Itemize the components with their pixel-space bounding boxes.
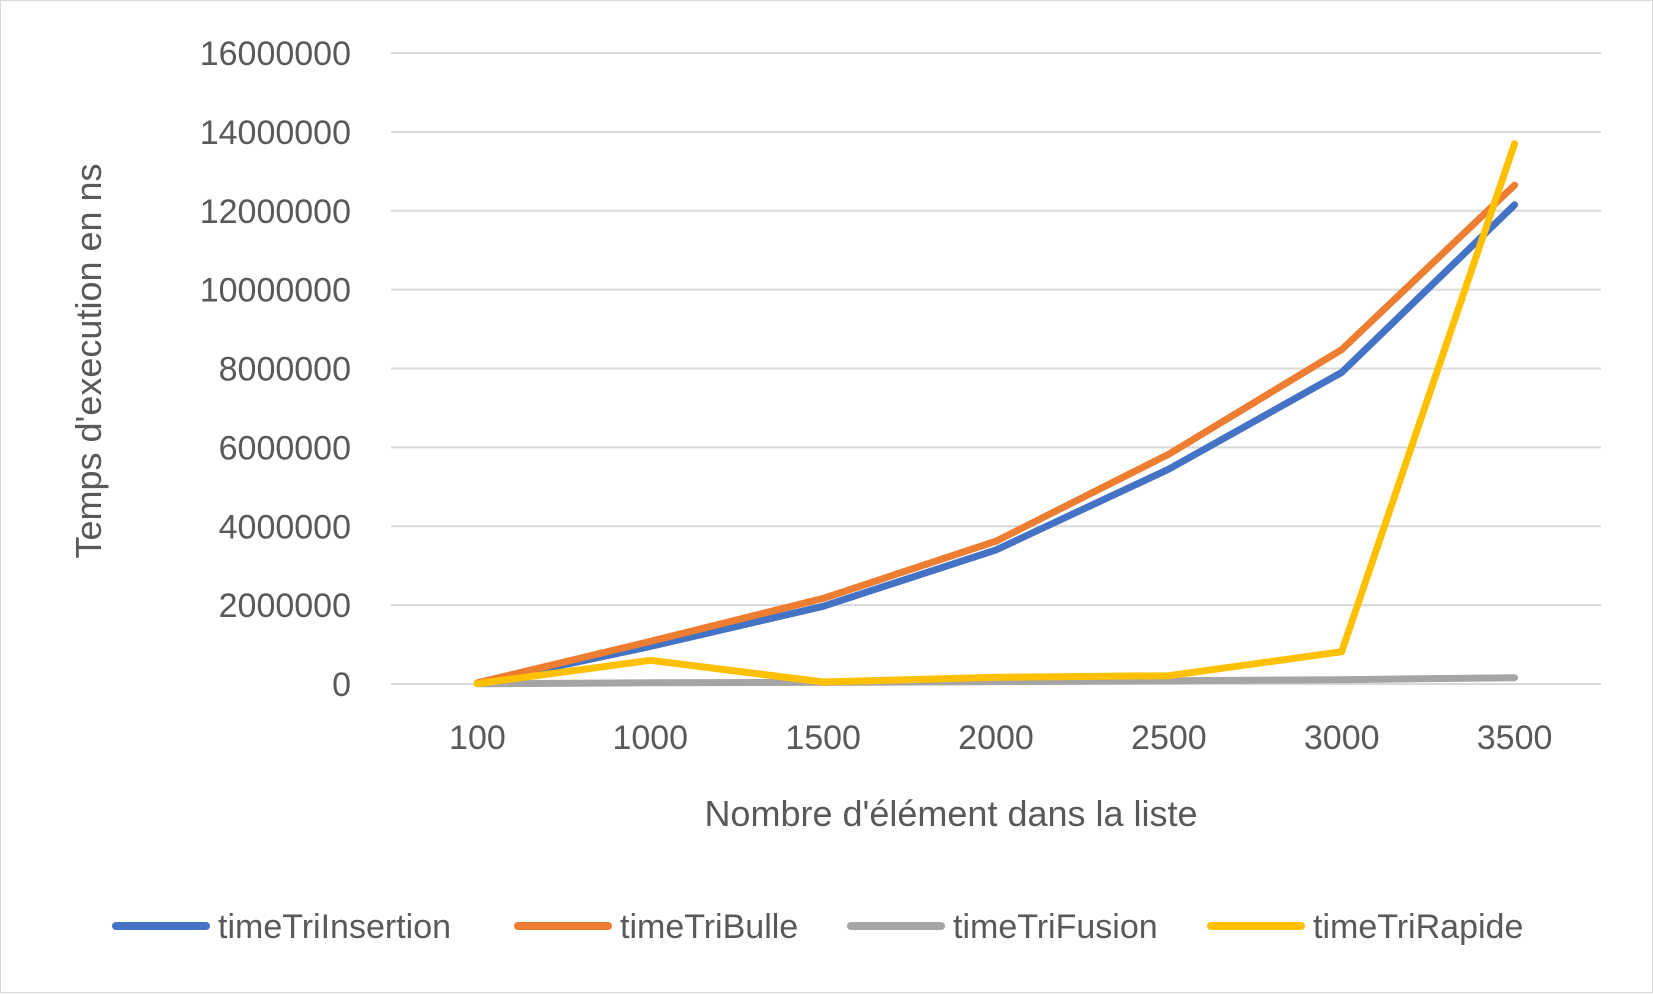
y-tick-label: 2000000 xyxy=(219,587,351,625)
y-tick-label: 14000000 xyxy=(200,114,351,152)
y-axis-title: Temps d'execution en ns xyxy=(68,163,109,558)
y-tick-label: 8000000 xyxy=(219,351,351,389)
legend-item-timeTriFusion: timeTriFusion xyxy=(847,908,1158,946)
x-tick-label: 100 xyxy=(449,719,506,757)
y-axis-ticks: 0 2000000 4000000 6000000 8000000 10000000 120… xyxy=(200,35,351,704)
legend-label: timeTriInsertion xyxy=(218,908,451,946)
series-line-timeTriBulle xyxy=(473,181,1519,687)
series-line-timeTriInsertion xyxy=(473,201,1519,687)
y-tick-label: 12000000 xyxy=(200,193,351,231)
x-tick-label: 1000 xyxy=(612,719,688,757)
legend: timeTriInsertion timeTriBulle timeTriFusio… xyxy=(112,908,1523,946)
y-tick-label: 10000000 xyxy=(200,272,351,310)
y-tick-label: 4000000 xyxy=(219,508,351,546)
y-tick-label: 0 xyxy=(332,666,351,704)
legend-item-timeTriRapide: timeTriRapide xyxy=(1207,908,1523,946)
y-tick-label: 6000000 xyxy=(219,429,351,467)
x-axis-ticks: 100 1000 1500 2000 2500 3000 3500 xyxy=(449,719,1552,757)
x-tick-label: 3500 xyxy=(1477,719,1553,757)
gridlines xyxy=(391,52,1601,685)
series-line-timeTriRapide xyxy=(473,140,1519,688)
legend-label: timeTriRapide xyxy=(1313,908,1523,946)
x-tick-label: 2000 xyxy=(958,719,1034,757)
series-line-timeTriFusion xyxy=(473,674,1519,688)
legend-label: timeTriBulle xyxy=(620,908,798,946)
x-axis-title: Nombre d'élément dans la liste xyxy=(704,793,1197,834)
legend-item-timeTriBulle: timeTriBulle xyxy=(514,908,798,946)
x-tick-label: 1500 xyxy=(785,719,861,757)
x-tick-label: 3000 xyxy=(1304,719,1380,757)
x-tick-label: 2500 xyxy=(1131,719,1207,757)
y-tick-label: 16000000 xyxy=(200,35,351,73)
series-lines xyxy=(473,140,1519,688)
legend-item-timeTriInsertion: timeTriInsertion xyxy=(112,908,451,946)
legend-label: timeTriFusion xyxy=(953,908,1158,946)
